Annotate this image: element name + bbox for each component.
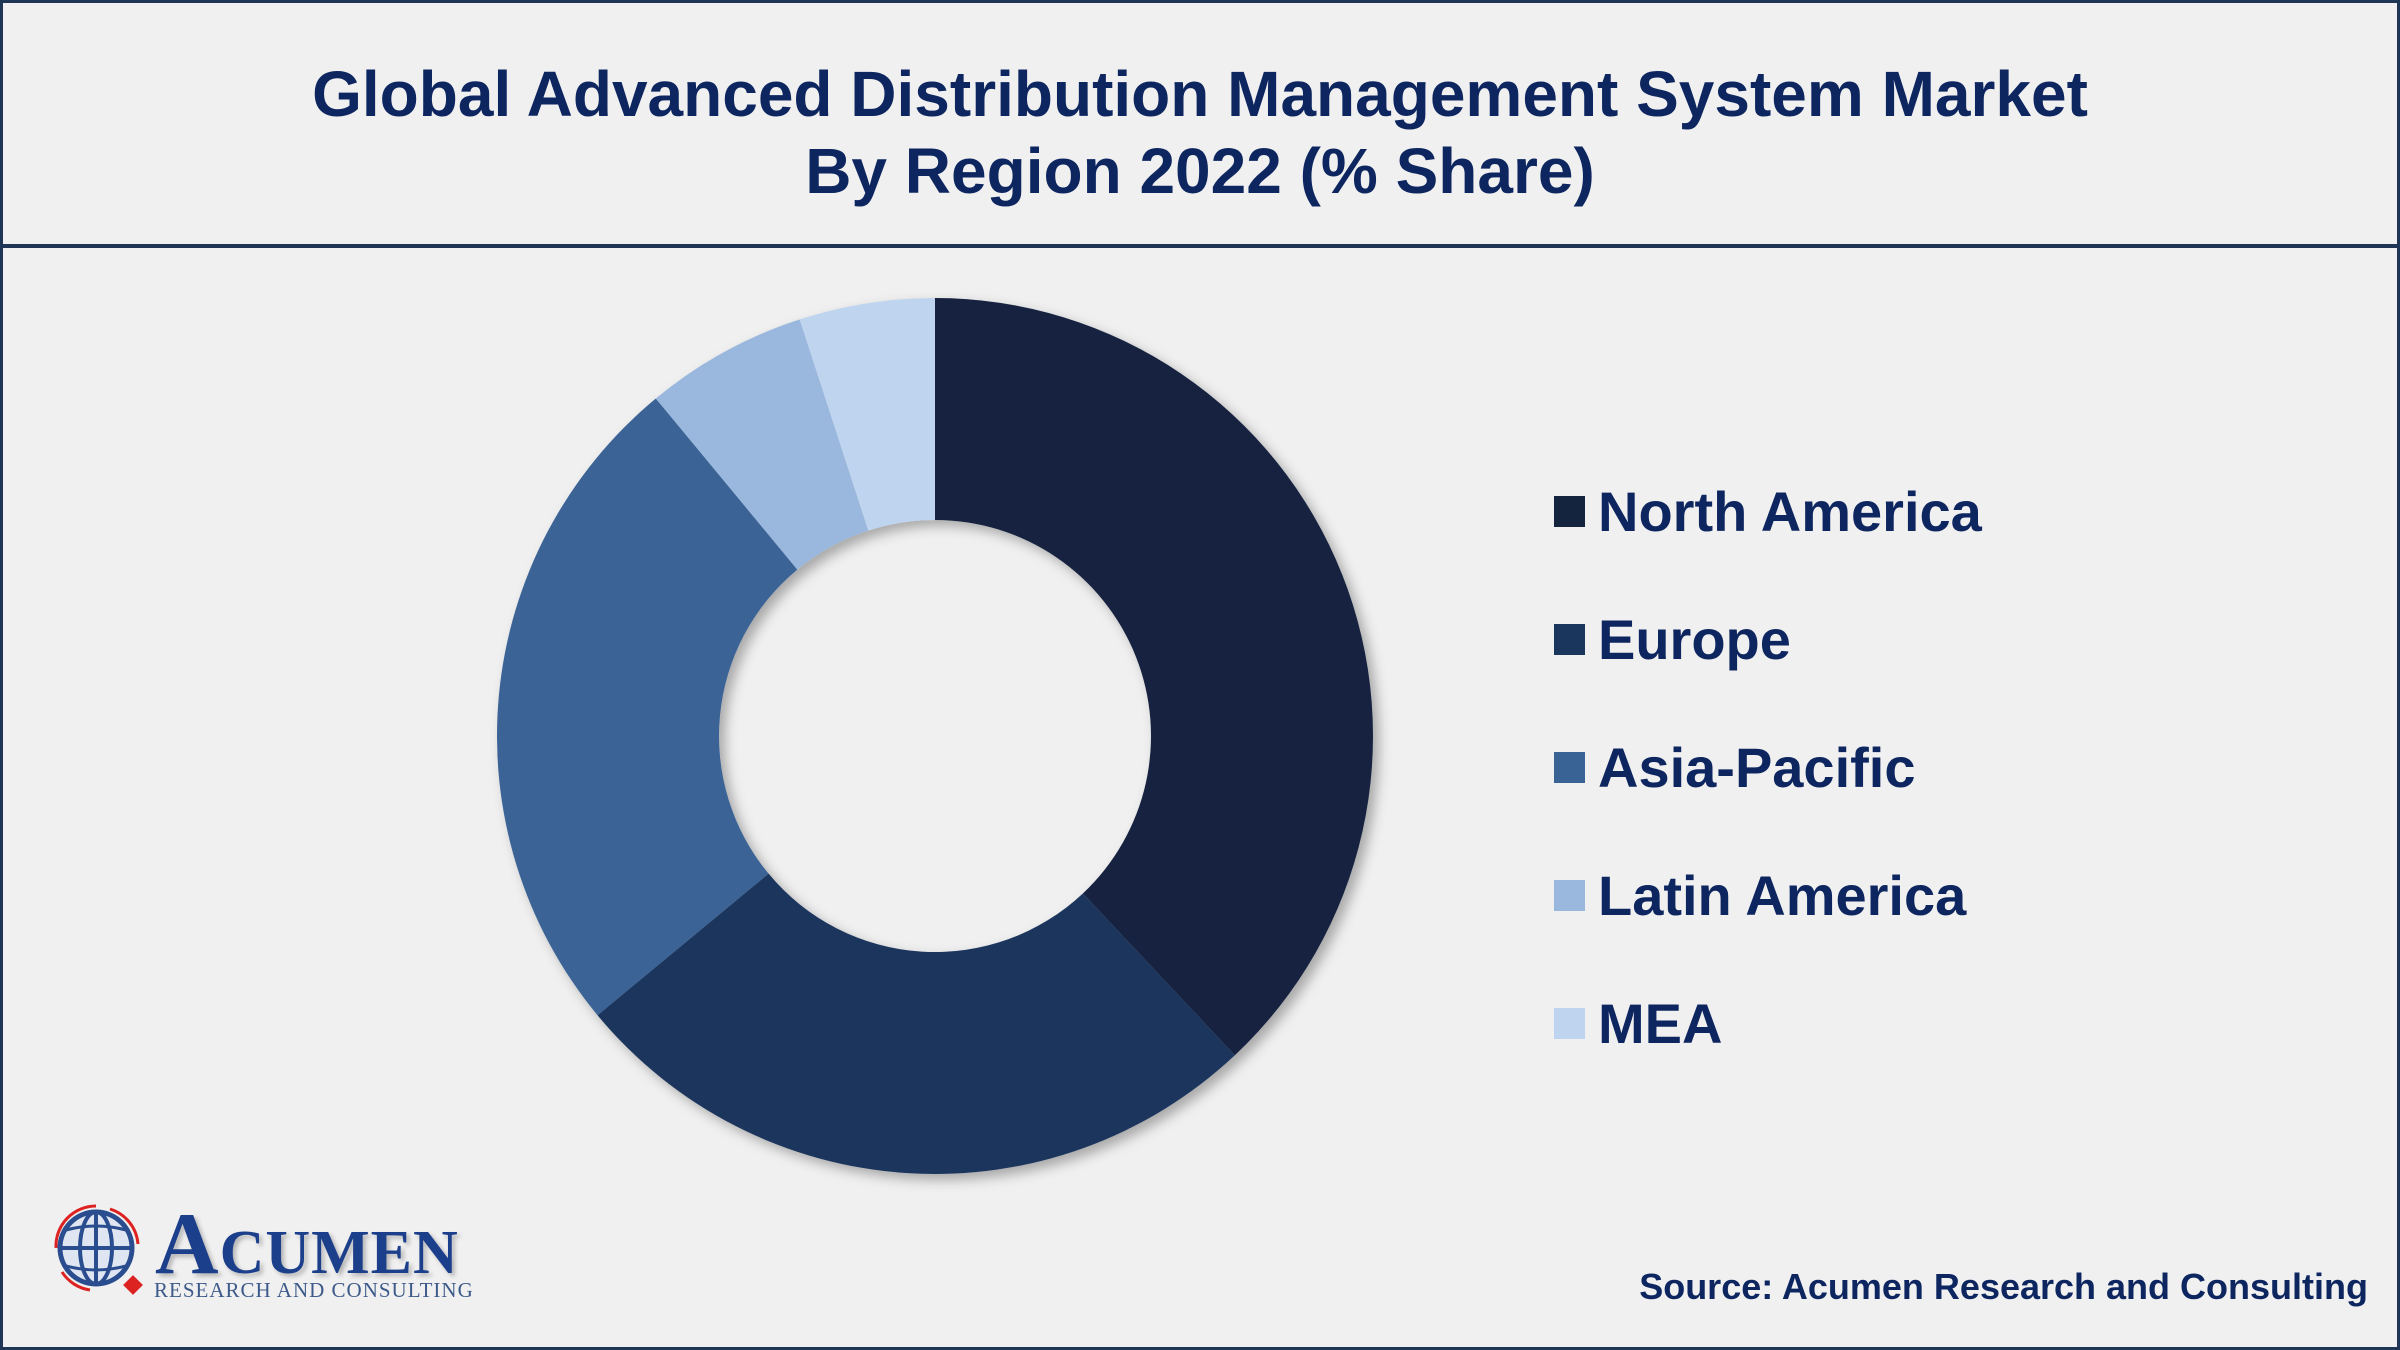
legend-item: MEA — [1554, 991, 1723, 1055]
legend-swatch — [1554, 751, 1585, 783]
legend-label: Europe — [1598, 607, 1791, 671]
legend-label: North America — [1598, 479, 1982, 543]
chart-title-line1: Global Advanced Distribution Management … — [312, 58, 2088, 130]
title-bar: Global Advanced Distribution Management … — [0, 0, 2400, 248]
donut-slice-north-america — [935, 298, 1373, 1056]
legend-swatch — [1554, 623, 1585, 655]
donut-slice-asia-pacific — [497, 398, 798, 1016]
donut-slice-latin-america — [655, 319, 869, 570]
source-note: Source: Acumen Research and Consulting — [1639, 1266, 2368, 1307]
chart-title-line2: By Region 2022 (% Share) — [805, 135, 1595, 207]
legend-item: Asia-Pacific — [1554, 735, 1916, 799]
legend-swatch — [1554, 495, 1585, 527]
legend-label: Asia-Pacific — [1598, 735, 1916, 799]
legend-item: Latin America — [1554, 863, 1967, 927]
legend-swatch — [1554, 879, 1585, 911]
legend-label: MEA — [1598, 991, 1723, 1055]
legend-label: Latin America — [1598, 863, 1967, 927]
logo-wordmark: ACUMEN — [155, 1196, 459, 1293]
logo-tagline: RESEARCH AND CONSULTING — [154, 1278, 474, 1302]
acumen-logo: ACUMEN RESEARCH AND CONSULTING — [50, 1196, 490, 1310]
globe-logo-icon — [54, 1204, 143, 1295]
donut-slice-europe — [597, 873, 1235, 1174]
legend-swatch — [1554, 1007, 1585, 1039]
donut-slice-mea — [799, 298, 935, 531]
legend-item: North America — [1554, 479, 1982, 543]
legend-item: Europe — [1554, 607, 1791, 671]
